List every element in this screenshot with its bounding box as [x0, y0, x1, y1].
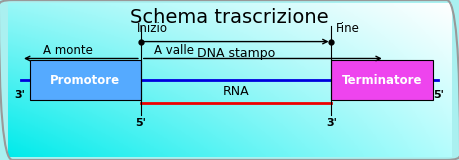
Text: DNA stampo: DNA stampo — [197, 47, 275, 60]
Text: 5': 5' — [434, 90, 444, 100]
Text: A monte: A monte — [43, 44, 93, 57]
Text: Promotore: Promotore — [50, 73, 120, 87]
Text: Schema trascrizione: Schema trascrizione — [130, 8, 329, 27]
Text: RNA: RNA — [223, 85, 249, 98]
Text: 3': 3' — [326, 118, 337, 128]
Text: Fine: Fine — [336, 22, 360, 35]
Text: 3': 3' — [15, 90, 25, 100]
Bar — [30, 60, 141, 100]
Text: Inizio: Inizio — [136, 22, 168, 35]
Text: A valle: A valle — [154, 44, 194, 57]
Text: 5': 5' — [135, 118, 146, 128]
Text: Terminatore: Terminatore — [342, 73, 423, 87]
Bar — [331, 60, 433, 100]
